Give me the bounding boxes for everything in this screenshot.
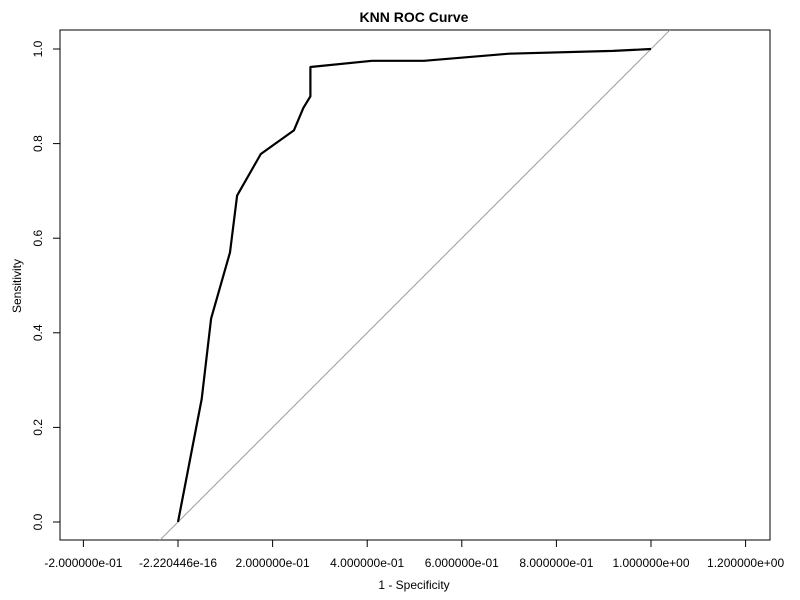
y-tick-label: 0.0 (31, 513, 45, 530)
x-tick-label: 4.000000e-01 (330, 556, 404, 570)
reference-diagonal-line (159, 30, 671, 540)
x-axis-label: 1 - Specificity (378, 578, 449, 592)
x-tick-label: 2.000000e-01 (236, 556, 310, 570)
y-tick-label: 0.4 (31, 324, 45, 341)
y-axis: 0.0 0.2 0.4 0.6 0.8 1.0 (31, 40, 61, 530)
y-tick-label: 0.8 (31, 135, 45, 152)
reference-diagonal-layer (159, 30, 671, 540)
x-axis: -2.000000e-01 -2.220446e-16 2.000000e-01 4.… (44, 539, 784, 570)
x-tick-label: 6.000000e-01 (425, 556, 499, 570)
x-tick-label: 8.000000e-01 (519, 556, 593, 570)
chart-title: KNN ROC Curve (360, 9, 469, 25)
y-tick-label: 0.2 (31, 419, 45, 436)
x-tick-label: 1.200000e+00 (707, 556, 784, 570)
x-tick-label: -2.000000e-01 (44, 556, 122, 570)
roc-curve-line (176, 47, 652, 523)
y-axis-label: Sensitivity (10, 259, 24, 313)
series-layer (176, 47, 652, 523)
y-tick-label: 1.0 (31, 40, 45, 57)
x-tick-label: -2.220446e-16 (139, 556, 217, 570)
x-tick-label: 1.000000e+00 (612, 556, 689, 570)
y-tick-label: 0.6 (31, 230, 45, 247)
